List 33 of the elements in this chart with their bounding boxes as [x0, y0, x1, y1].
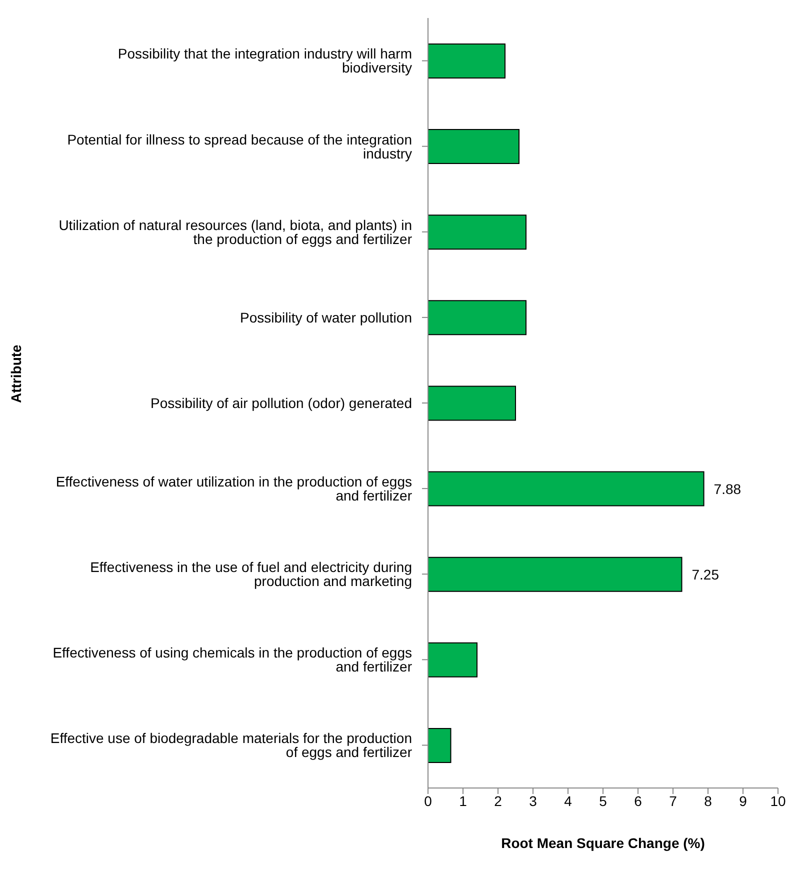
y-tick-label: Effectiveness in the use of fuel and electricity during production and marketing [90, 559, 412, 590]
x-tick-label: 4 [564, 792, 572, 809]
y-axis-title: Attribute [8, 344, 24, 403]
y-tick-label: Potential for illness to spread because of the integration industry [67, 131, 412, 162]
y-tick-label: Effective use of biodegradable materials for the production of eggs and fertilizer [50, 730, 412, 760]
bar [428, 386, 516, 421]
y-tick-label: Possibility that the integration industry will harm biodiversity [118, 46, 412, 76]
x-axis-title: Root Mean Square Change (%) [501, 835, 705, 851]
bar [428, 129, 520, 164]
x-tick-label: 7 [669, 792, 678, 809]
data-label: 7.25 [692, 566, 720, 582]
y-tick-label: Utilization of natural resources (land, biota, and plants) in the production of eggs and fertilizer [58, 216, 412, 247]
x-tick-label: 8 [704, 792, 712, 809]
data-label: 7.88 [714, 480, 742, 497]
bar [428, 556, 682, 592]
x-tick-label: 6 [634, 792, 642, 809]
y-tick-label: Effectiveness of water utilization in the production of eggs and fertilizer [56, 474, 412, 504]
bar [428, 300, 526, 336]
bar [428, 728, 452, 763]
bar [428, 642, 478, 678]
x-tick-label: 1 [459, 792, 468, 809]
x-tick-label: 2 [494, 792, 502, 809]
x-tick-label: 3 [529, 792, 538, 809]
y-tick-label: Effectiveness of using chemicals in the production of eggs and fertilizer [52, 644, 412, 675]
y-tick-label: Possibility of air pollution (odor) generated [150, 394, 412, 411]
bar [428, 214, 526, 250]
x-tick-label: 5 [599, 792, 608, 809]
x-tick-label: 0 [424, 792, 432, 809]
x-tick-label: 10 [770, 792, 786, 809]
y-tick-label: Possibility of water pollution [240, 309, 412, 326]
x-tick-label: 9 [739, 792, 748, 809]
bar [428, 44, 506, 78]
bar [428, 471, 704, 506]
